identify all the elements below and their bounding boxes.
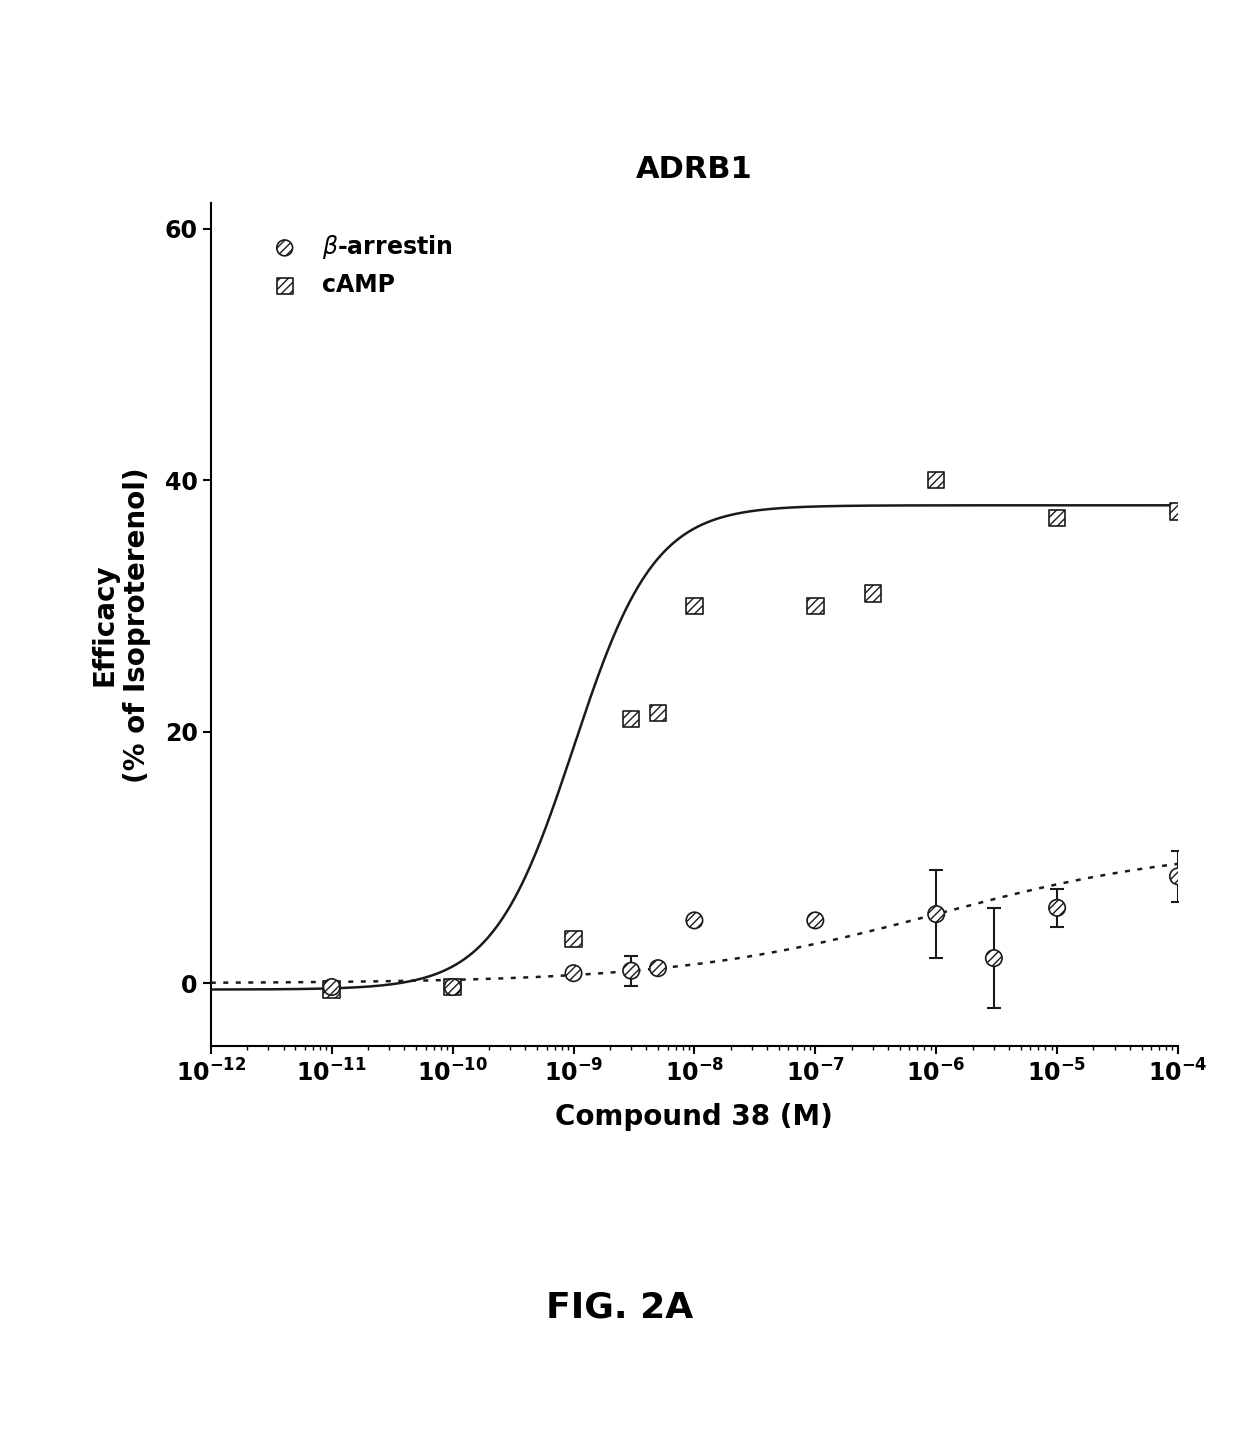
Text: FIG. 2A: FIG. 2A — [547, 1290, 693, 1325]
Point — [985, 946, 1004, 969]
Point — [806, 908, 826, 931]
Point — [1048, 897, 1068, 920]
Point — [322, 975, 342, 998]
Point — [926, 468, 946, 491]
Point — [649, 702, 668, 725]
Point — [1168, 865, 1188, 888]
Point — [684, 908, 704, 931]
Point — [1048, 506, 1068, 529]
Point — [563, 927, 584, 950]
Y-axis label: Efficacy
(% of Isoproterenol): Efficacy (% of Isoproterenol) — [91, 466, 151, 783]
Point — [621, 959, 641, 982]
Point — [1168, 500, 1188, 523]
Title: ADRB1: ADRB1 — [636, 155, 753, 185]
Legend: $\beta$-arrestin, cAMP: $\beta$-arrestin, cAMP — [252, 224, 463, 307]
Point — [863, 581, 883, 604]
X-axis label: Compound 38 (M): Compound 38 (M) — [556, 1103, 833, 1132]
Point — [322, 978, 342, 1001]
Point — [621, 708, 641, 731]
Point — [563, 962, 584, 985]
Point — [443, 975, 463, 998]
Point — [806, 594, 826, 618]
Point — [926, 902, 946, 926]
Point — [443, 975, 463, 998]
Point — [649, 956, 668, 979]
Point — [684, 594, 704, 618]
